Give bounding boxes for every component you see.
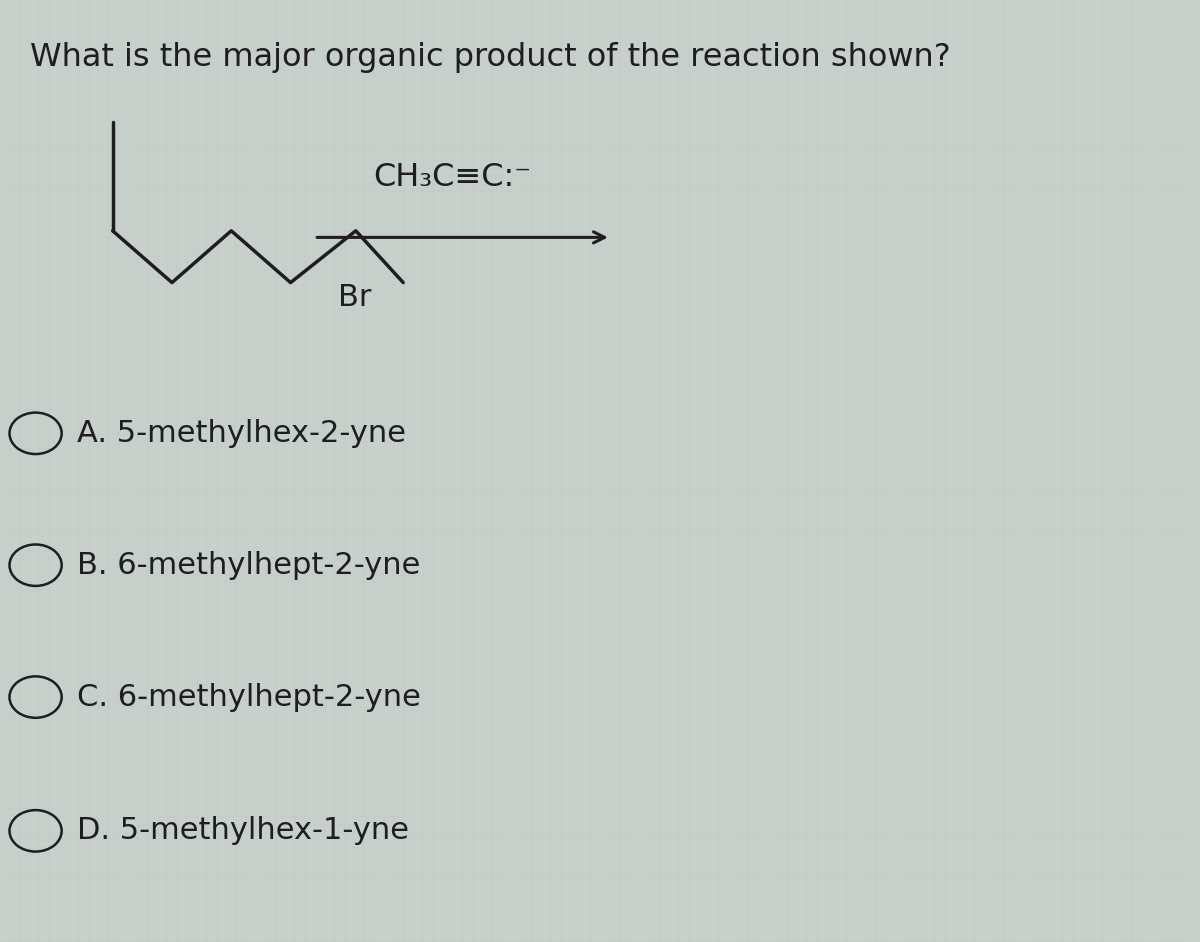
Text: What is the major organic product of the reaction shown?: What is the major organic product of the…	[30, 42, 950, 73]
Text: A. 5-methylhex-2-yne: A. 5-methylhex-2-yne	[77, 419, 406, 447]
Text: B. 6-methylhept-2-yne: B. 6-methylhept-2-yne	[77, 551, 420, 579]
Text: Br: Br	[338, 283, 372, 312]
Text: D. 5-methylhex-1-yne: D. 5-methylhex-1-yne	[77, 817, 409, 845]
Text: C. 6-methylhept-2-yne: C. 6-methylhept-2-yne	[77, 683, 421, 711]
Text: CH₃C≡C:⁻: CH₃C≡C:⁻	[373, 162, 532, 193]
